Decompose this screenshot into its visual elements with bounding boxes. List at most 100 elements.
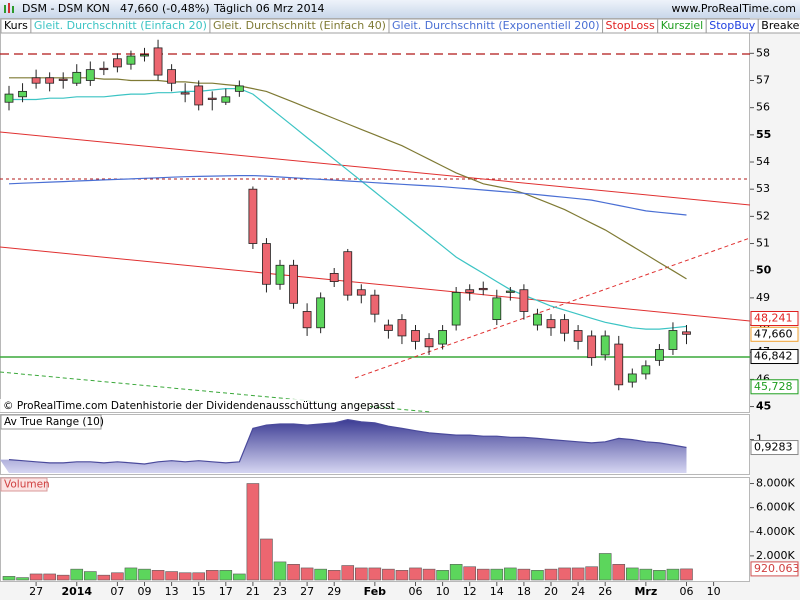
legend-item: Kursziel — [661, 19, 704, 32]
y-tick-label: 4.000K — [756, 525, 795, 538]
volume-bar — [449, 564, 463, 581]
period: Täglich 06 Mrz 2014 — [213, 2, 325, 15]
volume-bar — [368, 567, 382, 581]
candle-body — [519, 289, 529, 312]
candle-body — [492, 297, 502, 321]
legend-box — [757, 18, 800, 34]
x-tick-label: 10 — [707, 585, 721, 598]
volume-bar — [625, 567, 639, 581]
candle-body — [397, 319, 407, 337]
x-tick-label: 26 — [598, 585, 612, 598]
right-axis-bg — [750, 18, 800, 600]
volume-bar — [2, 576, 16, 581]
volume-bar — [409, 567, 422, 581]
volume-bar — [653, 570, 666, 581]
candle-body — [234, 85, 244, 92]
y-tick-label: 8.000K — [756, 477, 795, 490]
y-tick-label: 49 — [756, 291, 770, 304]
volume-bar — [43, 573, 56, 581]
atr-area — [0, 419, 687, 473]
volume-bar — [314, 568, 327, 581]
volume-bar — [341, 565, 355, 581]
volume-bar — [382, 568, 395, 581]
candle-body — [126, 55, 136, 65]
price-label: 46,842 — [754, 350, 793, 363]
price-label-box — [750, 349, 799, 365]
moving-average — [9, 88, 687, 330]
candle-body — [356, 289, 366, 296]
x-tick-label: 12 — [463, 585, 477, 598]
candle-body — [85, 69, 95, 81]
x-tick-label: 15 — [192, 585, 206, 598]
volume-bar — [205, 570, 219, 581]
candle-body — [370, 294, 380, 315]
volume-panel — [0, 477, 750, 582]
x-tick-label: 18 — [517, 585, 531, 598]
volume-bar — [151, 570, 165, 581]
legend-item: Kurs — [4, 19, 28, 32]
candle-body — [627, 373, 637, 383]
trend-line — [0, 131, 751, 206]
volume-title-box — [0, 477, 48, 492]
legend-item: Gleit. Durchschnitt (Exponentiell 200) — [392, 19, 600, 32]
volume-bar — [354, 567, 368, 581]
legend-item: StopLoss — [606, 19, 655, 32]
candle-body — [113, 58, 122, 68]
candle-body — [641, 365, 651, 375]
volume-bar — [504, 567, 517, 581]
candle-body — [533, 313, 542, 326]
y-tick-label: 53 — [756, 182, 770, 195]
candle-body — [329, 273, 339, 282]
y-tick-label: 54 — [756, 155, 770, 168]
volume-bar — [233, 573, 246, 581]
quote: 47,660 (-0,48%) — [120, 2, 209, 15]
candle-body — [302, 311, 312, 329]
atr-line — [8, 418, 687, 465]
candle-body — [58, 78, 68, 81]
candle-body — [153, 47, 163, 76]
x-tick-label: 2014 — [61, 585, 92, 598]
candle-body — [167, 69, 177, 84]
price-panel — [0, 18, 750, 413]
candle-body — [614, 343, 624, 386]
y-tick-label: 2.000K — [756, 549, 795, 562]
candle-body — [343, 251, 353, 296]
candle-body — [546, 319, 556, 329]
atr-title-box — [0, 414, 102, 430]
candle-body — [478, 287, 488, 291]
candle-body — [4, 93, 14, 103]
candle-body — [383, 324, 393, 331]
y-tick-label: 45 — [756, 400, 771, 413]
volume-bar — [544, 568, 558, 581]
candle-body — [140, 54, 149, 57]
volume-bar — [490, 568, 504, 581]
x-tick-label: 17 — [219, 585, 233, 598]
x-tick-label: 23 — [273, 585, 287, 598]
legend-item: Gleit. Durchschnitt (Einfach 20) — [34, 19, 207, 32]
price-label: 0,9283 — [754, 441, 793, 454]
trend-line — [0, 246, 751, 322]
volume-bar — [463, 566, 477, 581]
candle-body — [668, 330, 678, 350]
footnote-bg — [0, 399, 370, 412]
legend-item: Breakeven — [761, 19, 800, 32]
volume-bar — [436, 570, 449, 581]
volume-bar — [639, 568, 653, 581]
x-tick-label: 27 — [29, 585, 43, 598]
volume-bar — [287, 564, 300, 581]
volume-bar — [70, 568, 84, 581]
volume-bar — [666, 568, 680, 581]
volume-bar — [517, 568, 531, 581]
volume-bar — [246, 483, 260, 581]
price-label-box — [750, 561, 799, 577]
price-label-box — [750, 379, 799, 395]
volume-bar — [56, 574, 70, 581]
candle-body — [424, 338, 434, 348]
price-label-box — [750, 440, 799, 456]
x-tick-label: 21 — [246, 585, 260, 598]
candle-body — [221, 96, 231, 103]
x-tick-label: 29 — [327, 585, 341, 598]
candle-body — [560, 319, 569, 334]
